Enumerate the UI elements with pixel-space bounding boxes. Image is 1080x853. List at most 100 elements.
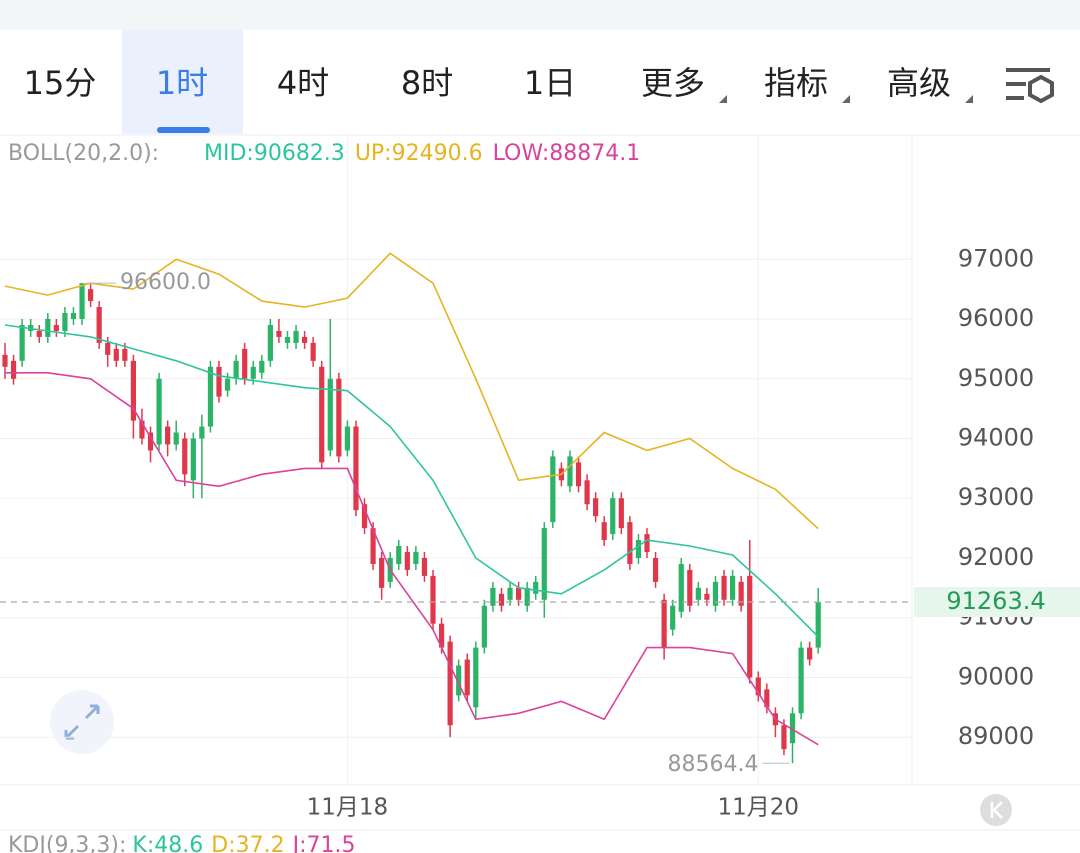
- candle-body: [618, 498, 624, 529]
- candle-body: [302, 336, 308, 343]
- candle-body: [139, 420, 145, 439]
- candle-body: [53, 324, 59, 331]
- candle-body: [396, 546, 402, 564]
- candle-body: [79, 283, 85, 320]
- candle-body: [233, 360, 239, 379]
- candle-body: [652, 557, 659, 582]
- candle-body: [807, 647, 813, 660]
- candle-body: [789, 713, 796, 744]
- candle-body: [635, 540, 642, 558]
- y-tick-label: 95000: [958, 364, 1034, 392]
- expand-button[interactable]: [50, 690, 114, 754]
- candle-body: [190, 438, 196, 481]
- candle-body: [695, 587, 701, 600]
- candle-body: [644, 534, 650, 553]
- candle-body: [481, 605, 487, 648]
- tab[interactable]: 1日: [524, 64, 576, 102]
- candle-body: [242, 348, 248, 379]
- candle-body: [327, 378, 333, 451]
- candle-body: [165, 426, 171, 445]
- tab[interactable]: 4时: [277, 64, 329, 102]
- candle-body: [678, 563, 684, 612]
- candle-body: [96, 307, 102, 343]
- boll-line: [4, 324, 819, 638]
- candle-body: [156, 378, 162, 445]
- candle-body: [199, 426, 205, 439]
- candle-body: [473, 647, 479, 708]
- candle-body: [738, 581, 744, 606]
- y-tick-label: 97000: [958, 244, 1034, 272]
- candle-body: [507, 587, 513, 600]
- candle-body: [276, 330, 282, 337]
- tab[interactable]: 指标: [764, 64, 828, 102]
- tab[interactable]: 1时: [156, 64, 208, 102]
- tab[interactable]: 高级: [887, 64, 951, 102]
- candle-body: [533, 581, 539, 594]
- tab[interactable]: 15分: [24, 64, 97, 102]
- candle-body: [173, 432, 179, 445]
- candle-body: [19, 324, 25, 361]
- candle-body: [147, 432, 154, 451]
- candle-body: [259, 360, 265, 373]
- kdj-entry: D:37.2: [211, 833, 284, 853]
- boll-line: [5, 372, 819, 746]
- candle-body: [541, 528, 547, 600]
- candle-body: [105, 342, 111, 355]
- candle-body: [456, 665, 462, 696]
- kdj-label: KDJ(9,3,3):: [8, 833, 126, 853]
- candle-body: [601, 522, 607, 541]
- y-tick-label: 89000: [958, 722, 1034, 750]
- candle-body: [464, 659, 470, 696]
- candle-body: [764, 689, 770, 708]
- candle-body: [344, 426, 350, 451]
- candle-body: [216, 366, 222, 397]
- settings-icon[interactable]: [1006, 68, 1054, 104]
- legend-entry: UP:92490.6: [355, 141, 483, 166]
- candle-body: [224, 378, 231, 391]
- candle-body: [575, 462, 582, 487]
- dropdown-caret: [719, 95, 727, 103]
- candle-body: [88, 289, 94, 302]
- candle-body: [404, 552, 410, 570]
- y-tick-label: 90000: [958, 662, 1034, 690]
- candle-body: [747, 575, 753, 678]
- candle-body: [113, 348, 119, 361]
- candle-body: [122, 348, 128, 361]
- y-tick-label: 92000: [958, 543, 1034, 571]
- candle-body: [310, 342, 316, 361]
- dropdown-caret: [965, 95, 973, 103]
- candle-body: [584, 480, 590, 505]
- tab[interactable]: 更多: [641, 64, 705, 102]
- legend-entry: LOW:88874.1: [493, 141, 641, 166]
- boll-line: [4, 252, 819, 530]
- top-bar: [0, 0, 1080, 30]
- candle-body: [490, 587, 496, 606]
- reset-button[interactable]: [980, 794, 1012, 826]
- legend-entry: MID:90682.3: [204, 141, 345, 166]
- candle-body: [293, 330, 299, 343]
- candle-body: [10, 360, 17, 379]
- candle-body: [182, 438, 188, 475]
- candle-body: [421, 557, 428, 576]
- candle-body: [755, 677, 761, 696]
- candle-body: [379, 557, 385, 588]
- candle-body: [45, 319, 51, 337]
- x-tick-label: 11月20: [718, 795, 800, 821]
- annotation: 96600.0: [120, 270, 211, 295]
- candle-body: [730, 575, 736, 600]
- candle-body: [267, 324, 273, 361]
- candle-body: [627, 522, 633, 564]
- active-tab-underline: [157, 127, 210, 133]
- candle-body: [36, 330, 42, 337]
- y-tick-label: 96000: [958, 304, 1034, 332]
- candle-body: [370, 528, 376, 564]
- tab[interactable]: 8时: [401, 64, 453, 102]
- candle-body: [687, 569, 693, 606]
- candle-body: [524, 587, 530, 606]
- candle-body: [516, 587, 522, 600]
- candle-body: [130, 360, 136, 421]
- candle-body: [319, 366, 325, 463]
- candle-body: [610, 498, 616, 535]
